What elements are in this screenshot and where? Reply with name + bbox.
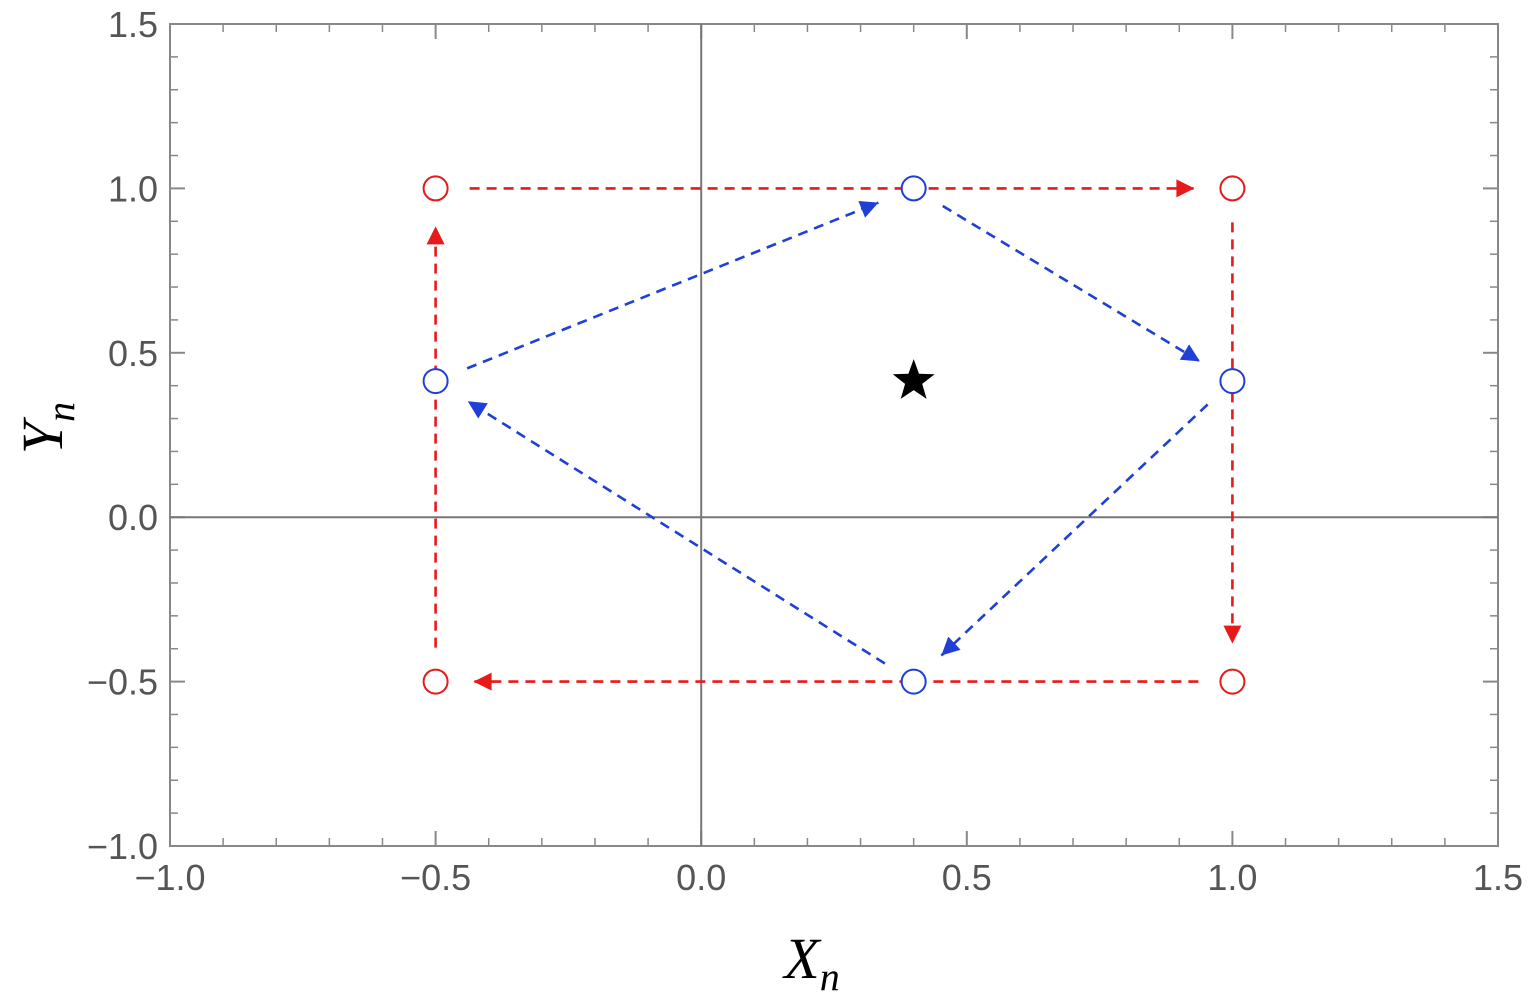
zero-axis-lines — [170, 24, 1498, 846]
series-1-arrow — [466, 200, 879, 370]
plot-frame — [169, 23, 1499, 847]
y-tick-label: 1.5 — [108, 4, 158, 45]
tick-labels: −1.0 −0.5 0.0 0.5 1.0 1.5 −1.0 −0.5 0.0 0.5 1.0 1.5 — [87, 4, 1523, 898]
series-0-point — [422, 668, 449, 695]
major-ticks — [169, 23, 1499, 847]
series-1-point — [900, 668, 927, 695]
series-0-point — [1219, 668, 1246, 695]
x-tick-label: 1.5 — [1473, 857, 1523, 898]
series-1-arrow — [942, 204, 1201, 363]
points-layer — [422, 175, 1246, 695]
series-1-arrow — [940, 403, 1209, 657]
y-tick-label: 1.0 — [108, 168, 158, 209]
x-tick-label: 0.0 — [676, 857, 726, 898]
x-tick-label: −1.0 — [134, 857, 205, 898]
series-1-point — [1219, 368, 1246, 395]
x-tick-label: 1.0 — [1207, 857, 1257, 898]
y-tick-label: 0.0 — [108, 497, 158, 538]
minor-ticks — [170, 24, 1498, 846]
series-1-point — [422, 368, 449, 395]
y-tick-label: 0.5 — [108, 333, 158, 374]
y-axis-title: Yn — [10, 402, 83, 454]
series-layer — [426, 179, 1242, 691]
y-tick-label: −0.5 — [87, 662, 158, 703]
series-1-point — [900, 175, 927, 202]
x-tick-label: 0.5 — [942, 857, 992, 898]
y-tick-label: −1.0 — [87, 826, 158, 867]
series-0-point — [422, 175, 449, 202]
x-tick-label: −0.5 — [400, 857, 471, 898]
star-marker — [892, 359, 935, 399]
x-axis-title: Xn — [782, 926, 839, 999]
series-1-arrow — [467, 400, 886, 665]
series-0-point — [1219, 175, 1246, 202]
